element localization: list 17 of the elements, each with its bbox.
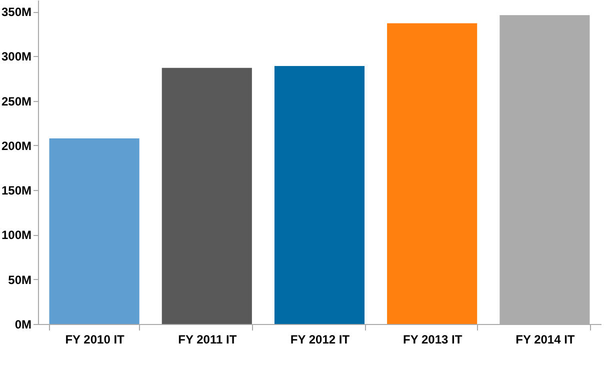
y-tick-label: 200M xyxy=(1,138,32,153)
x-tick-label: FY 2013 IT xyxy=(403,332,463,346)
y-tick-label: 350M xyxy=(1,5,32,20)
y-tick-label: 300M xyxy=(1,50,32,64)
x-tick-label: FY 2010 IT xyxy=(65,332,126,346)
bar xyxy=(49,138,140,324)
bar xyxy=(387,23,478,324)
x-tick-label: FY 2014 IT xyxy=(516,332,576,346)
y-tick-label: 250M xyxy=(1,94,32,108)
y-tick-label: 100M xyxy=(1,228,32,242)
bar xyxy=(162,68,252,324)
y-tick-label: 150M xyxy=(1,184,32,198)
y-tick-label: 50M xyxy=(8,272,32,287)
x-tick-label: FY 2011 IT xyxy=(178,332,238,346)
bar xyxy=(274,66,365,324)
x-tick-label: FY 2012 IT xyxy=(290,332,350,346)
y-tick-label: 0M xyxy=(14,318,32,332)
